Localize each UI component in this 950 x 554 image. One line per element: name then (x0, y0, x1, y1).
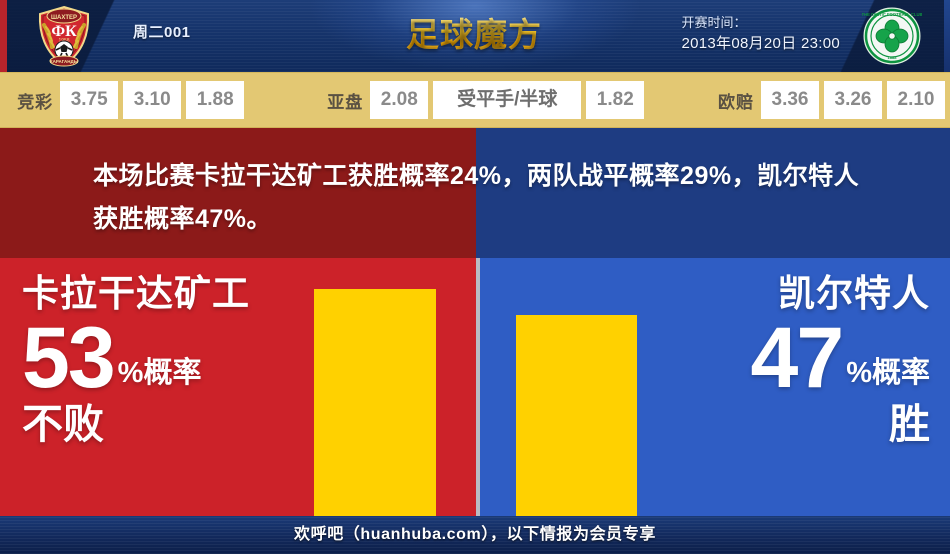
away-probability-bar (516, 315, 637, 516)
site-logo-text: 足球魔方 (406, 11, 546, 59)
panel-divider (476, 258, 480, 516)
svg-text:КАРАГАНДЫ: КАРАГАНДЫ (50, 59, 79, 64)
header-right-blue-stripe (944, 0, 950, 72)
odds-cell-jingcai-home[interactable]: 3.75 (60, 81, 119, 119)
svg-text:1888: 1888 (888, 55, 898, 60)
home-team-name: 卡拉干达矿工 (22, 273, 250, 314)
home-probability-bar (314, 289, 436, 516)
odds-bar: 竞彩 3.75 3.10 1.88 亚盘 2.08 受平手/半球 1.82 欧赔… (0, 72, 950, 128)
footer-text: 欢呼吧（huanhuba.com），以下情报为会员专享 (294, 526, 656, 543)
site-logo[interactable]: 足球魔方 (406, 11, 546, 59)
away-percent-suffix: %概率 (846, 357, 930, 389)
home-percent-value: 53 (22, 310, 116, 406)
away-verdict: 胜 (889, 401, 930, 447)
home-team-stats: 卡拉干达矿工 53 %概率 不败 (22, 272, 307, 448)
footer-bar: 欢呼吧（huanhuba.com），以下情报为会员专享 (0, 516, 950, 554)
kickoff-block: 开赛时间： 2013年08月20日 23:00 (681, 12, 840, 54)
header-left-red-stripe (0, 0, 7, 72)
svg-text:ШАХТЕР: ШАХТЕР (51, 15, 77, 21)
probability-statement-banner: 本场比赛卡拉干达矿工获胜概率24%，两队战平概率29%，凯尔特人获胜概率47%。 (0, 128, 950, 258)
kickoff-time: 2013年08月20日 23:00 (681, 35, 840, 52)
shakhtar-karagandy-crest-icon: ШАХТЕР ФК 1958 КАРАГАНДЫ (38, 5, 90, 67)
probability-statement-text: 本场比赛卡拉干达矿工获胜概率24%，两队战平概率29%，凯尔特人获胜概率47%。 (93, 162, 860, 233)
away-percent-row: 47 %概率 (640, 314, 930, 402)
away-team-name: 凯尔特人 (778, 273, 930, 314)
banner-left-red-background (0, 128, 476, 258)
odds-cell-jingcai-draw[interactable]: 3.10 (123, 81, 182, 119)
footer-scanline-texture (0, 516, 950, 554)
odds-group-jingcai: 竞彩 3.75 3.10 1.88 (17, 81, 249, 119)
probability-chart: 卡拉干达矿工 53 %概率 不败 凯尔特人 47 %概率 胜 (0, 258, 950, 516)
home-percent-row: 53 %概率 (22, 314, 307, 402)
svg-text:ФК: ФК (51, 23, 77, 40)
celtic-fc-crest-icon: THE CELTIC FOOTBALL CLUB 1888 (862, 7, 922, 65)
away-percent-value: 47 (750, 310, 845, 406)
odds-cell-european-home[interactable]: 3.36 (761, 81, 819, 119)
odds-cell-asian-line[interactable]: 受平手/半球 (433, 81, 582, 119)
odds-cell-european-away[interactable]: 2.10 (887, 81, 945, 119)
odds-label-jingcai: 竞彩 (17, 92, 54, 112)
match-header: ШАХТЕР ФК 1958 КАРАГАНДЫ THE CELTIC FOOT… (0, 0, 950, 72)
match-number: 周二001 (133, 24, 191, 41)
home-verdict: 不败 (22, 401, 104, 447)
odds-cell-jingcai-away[interactable]: 1.88 (186, 81, 245, 119)
odds-cell-asian-away[interactable]: 1.82 (586, 81, 645, 119)
away-team-stats: 凯尔特人 47 %概率 胜 (640, 272, 930, 448)
odds-group-asian-handicap: 亚盘 2.08 受平手/半球 1.82 (327, 81, 649, 119)
banner-right-blue-background (476, 128, 950, 258)
odds-group-european: 欧赔 3.36 3.26 2.10 (718, 81, 950, 119)
odds-cell-asian-home[interactable]: 2.08 (370, 81, 429, 119)
home-percent-suffix: %概率 (117, 357, 202, 389)
odds-cell-european-draw[interactable]: 3.26 (824, 81, 882, 119)
odds-label-asian-handicap: 亚盘 (327, 92, 364, 112)
odds-label-european: 欧赔 (718, 92, 754, 112)
svg-text:THE CELTIC FOOTBALL CLUB: THE CELTIC FOOTBALL CLUB (862, 12, 922, 17)
kickoff-label: 开赛时间： (681, 15, 747, 30)
